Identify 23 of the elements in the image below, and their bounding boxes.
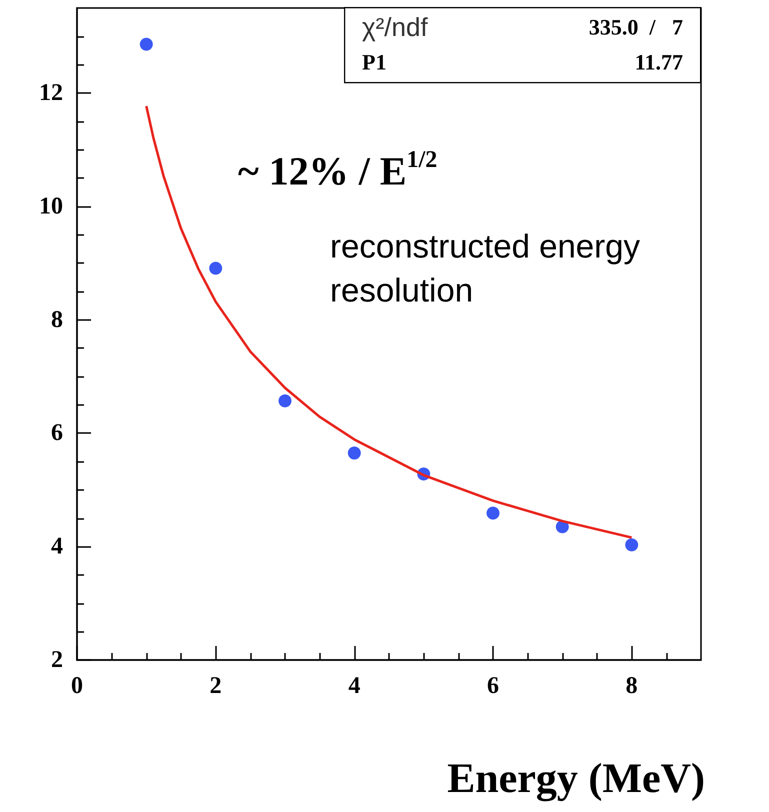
x-tick-label: 4 — [348, 673, 360, 699]
y-tick-label: 4 — [51, 534, 63, 560]
point — [209, 262, 222, 275]
x-tick-label: 0 — [71, 673, 83, 699]
x-tick-label: 6 — [487, 673, 499, 699]
y-tick-label: 2 — [51, 647, 63, 673]
annotation: χ²/ndf — [362, 12, 428, 42]
y-tick-label: 12 — [39, 80, 63, 106]
y-tick-label: 10 — [39, 193, 63, 220]
x-tick-label: 2 — [210, 673, 222, 699]
point — [486, 506, 500, 520]
annotation: P1 — [362, 50, 386, 74]
x-axis-title: Energy (MeV) — [447, 756, 706, 802]
annotation: reconstructed energy resolution — [330, 228, 641, 308]
point — [625, 538, 638, 552]
y-tick-label: 6 — [51, 420, 63, 446]
y-tick-label: 8 — [51, 306, 63, 333]
annotation: 335.0 / 7 — [588, 14, 684, 40]
point — [278, 394, 292, 408]
x-tick-label: 8 — [626, 673, 638, 699]
point — [140, 38, 153, 51]
annotation: 11.77 — [634, 50, 684, 74]
point — [348, 446, 361, 460]
